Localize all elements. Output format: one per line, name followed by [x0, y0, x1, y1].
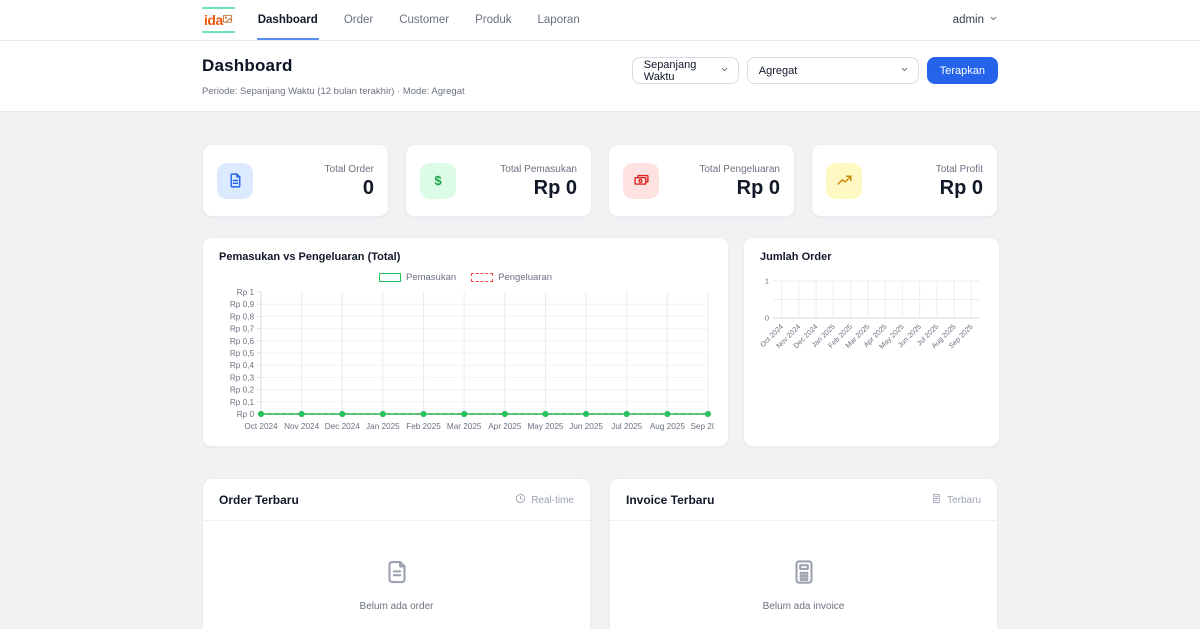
nav-item-produk[interactable]: Produk — [475, 14, 512, 26]
svg-text:Rp 0,6: Rp 0,6 — [230, 337, 255, 346]
svg-text:Rp 1: Rp 1 — [237, 288, 255, 297]
invoice-terbaru-panel: Invoice Terbaru Terbaru Belum ada invoic… — [609, 478, 998, 629]
period-summary: Periode: Sepanjang Waktu (12 bulan terak… — [202, 86, 465, 97]
invoice-empty-state: Belum ada invoice — [610, 521, 997, 612]
stat-card-total-profit: Total Profit Rp 0 — [811, 144, 998, 217]
order-terbaru-panel: Order Terbaru Real-time Belum ada order — [202, 478, 591, 629]
stat-label: Total Pengeluaran — [699, 163, 780, 175]
legend-label: Pemasukan — [405, 272, 457, 283]
dollar-icon: $ — [420, 162, 456, 199]
period-select-value: Sepanjang Waktu — [643, 58, 697, 83]
svg-text:Jan 2025: Jan 2025 — [366, 422, 400, 431]
legend-label: Pengeluaran — [498, 272, 553, 283]
empty-message: Belum ada invoice — [762, 601, 845, 612]
page-title: Dashboard — [202, 56, 293, 75]
panel-title: Invoice Terbaru — [626, 493, 715, 507]
svg-text:Rp 0: Rp 0 — [237, 410, 255, 419]
panels-row: Order Terbaru Real-time Belum ada order — [202, 478, 998, 629]
svg-text:1: 1 — [765, 277, 769, 286]
svg-text:Rp 0,2: Rp 0,2 — [230, 386, 255, 395]
chevron-down-icon — [989, 14, 998, 26]
badge-label: Terbaru — [947, 494, 981, 506]
invoice-icon — [931, 493, 942, 507]
panel-title: Order Terbaru — [219, 493, 299, 507]
chevron-down-icon — [900, 65, 909, 77]
top-navbar: ida Dashboard Order Customer Produk Lapo… — [0, 0, 1200, 41]
main-nav: Dashboard Order Customer Produk Laporan — [256, 0, 605, 40]
svg-text:Sep 2025: Sep 2025 — [690, 422, 714, 431]
svg-text:Dec 2024: Dec 2024 — [325, 422, 360, 431]
svg-text:May 2025: May 2025 — [527, 422, 563, 431]
svg-text:Rp 0,8: Rp 0,8 — [230, 312, 255, 321]
order-empty-state: Belum ada order — [203, 521, 590, 612]
stat-value: 0 — [362, 176, 374, 199]
svg-text:Oct 2024: Oct 2024 — [244, 422, 278, 431]
svg-text:Nov 2024: Nov 2024 — [284, 422, 319, 431]
svg-text:Rp 0,3: Rp 0,3 — [230, 373, 255, 382]
mode-select-value: Agregat — [758, 64, 798, 77]
chevron-down-icon — [720, 65, 729, 77]
page-title-block: Dashboard Periode: Sepanjang Waktu (12 b… — [202, 56, 465, 97]
page-header: Dashboard Periode: Sepanjang Waktu (12 b… — [0, 41, 1200, 112]
badge-label: Real-time — [531, 494, 574, 506]
legend-item-pengeluaran[interactable]: Pengeluaran — [471, 272, 552, 283]
dashboard-content: Total Order 0 $ Total Pemasukan Rp 0 To — [0, 112, 1200, 629]
stat-value: Rp 0 — [939, 176, 983, 199]
calculator-icon — [789, 557, 819, 592]
filter-bar: Sepanjang Waktu Agregat Terapkan — [631, 57, 998, 84]
trending-up-icon — [826, 162, 862, 199]
svg-text:0: 0 — [765, 314, 769, 323]
jumlah-order-bar-chart: 1 0 Oct 2024 Nov 2024 Dec 2024 Jan 2025 Feb 20… — [760, 274, 983, 370]
app-logo[interactable]: ida — [202, 7, 235, 33]
svg-text:Aug 2025: Aug 2025 — [650, 422, 686, 431]
stat-card-total-order: Total Order 0 — [202, 144, 389, 217]
logo-text: ida — [204, 12, 223, 28]
nav-item-customer[interactable]: Customer — [399, 14, 450, 26]
svg-text:Rp 0,4: Rp 0,4 — [230, 361, 255, 370]
svg-text:Jul 2025: Jul 2025 — [611, 422, 642, 431]
stat-label: Total Order — [324, 163, 374, 175]
stat-value: Rp 0 — [533, 176, 577, 199]
stat-value: Rp 0 — [736, 176, 780, 199]
broken-image-icon — [222, 11, 233, 29]
stat-card-total-pengeluaran: Total Pengeluaran Rp 0 — [608, 144, 795, 217]
legend-swatch — [378, 273, 401, 282]
document-icon — [382, 557, 412, 592]
svg-text:Rp 0,7: Rp 0,7 — [230, 325, 255, 334]
realtime-badge: Real-time — [515, 493, 574, 507]
user-name: admin — [952, 14, 984, 26]
legend-item-pemasukan[interactable]: Pemasukan — [378, 272, 457, 283]
svg-text:Feb 2025: Feb 2025 — [406, 422, 441, 431]
jumlah-order-chart-card: Jumlah Order 1 0 Oct 2024 Nov 2024 Dec 2024 J… — [743, 237, 1000, 447]
apply-button[interactable]: Terapkan — [926, 57, 998, 84]
legend-swatch — [471, 273, 494, 282]
svg-text:Apr 2025: Apr 2025 — [488, 422, 522, 431]
banknotes-icon — [623, 162, 659, 199]
nav-item-order[interactable]: Order — [343, 14, 374, 26]
nav-item-dashboard[interactable]: Dashboard — [256, 0, 319, 40]
mode-select[interactable]: Agregat — [746, 57, 919, 84]
chart-title: Pemasukan vs Pengeluaran (Total) — [219, 251, 401, 263]
charts-row: Pemasukan vs Pengeluaran (Total) Pemasuk… — [202, 237, 1000, 447]
empty-message: Belum ada order — [359, 601, 434, 612]
chart-legend: Pemasukan Pengeluaran — [219, 272, 712, 283]
clock-icon — [515, 493, 526, 507]
pemasukan-pengeluaran-line-chart: Rp 1 Rp 0,9 Rp 0,8 Rp 0,7 Rp 0,6 Rp 0,5 Rp 0,4… — [219, 286, 714, 436]
user-menu[interactable]: admin — [953, 0, 998, 40]
svg-text:Rp 0,1: Rp 0,1 — [230, 398, 255, 407]
svg-text:Mar 2025: Mar 2025 — [447, 422, 482, 431]
document-icon — [217, 162, 253, 199]
stat-label: Total Pemasukan — [500, 163, 577, 175]
period-select[interactable]: Sepanjang Waktu — [631, 57, 739, 84]
chart-title: Jumlah Order — [760, 251, 832, 263]
stat-label: Total Profit — [935, 163, 983, 175]
svg-text:Rp 0,9: Rp 0,9 — [230, 300, 255, 309]
svg-text:Jun 2025: Jun 2025 — [569, 422, 603, 431]
svg-text:Rp 0,5: Rp 0,5 — [230, 349, 255, 358]
stat-card-total-pemasukan: $ Total Pemasukan Rp 0 — [405, 144, 592, 217]
terbaru-badge: Terbaru — [931, 493, 981, 507]
stats-row: Total Order 0 $ Total Pemasukan Rp 0 To — [202, 144, 998, 217]
nav-item-laporan[interactable]: Laporan — [537, 14, 580, 26]
pemasukan-pengeluaran-chart-card: Pemasukan vs Pengeluaran (Total) Pemasuk… — [202, 237, 729, 447]
